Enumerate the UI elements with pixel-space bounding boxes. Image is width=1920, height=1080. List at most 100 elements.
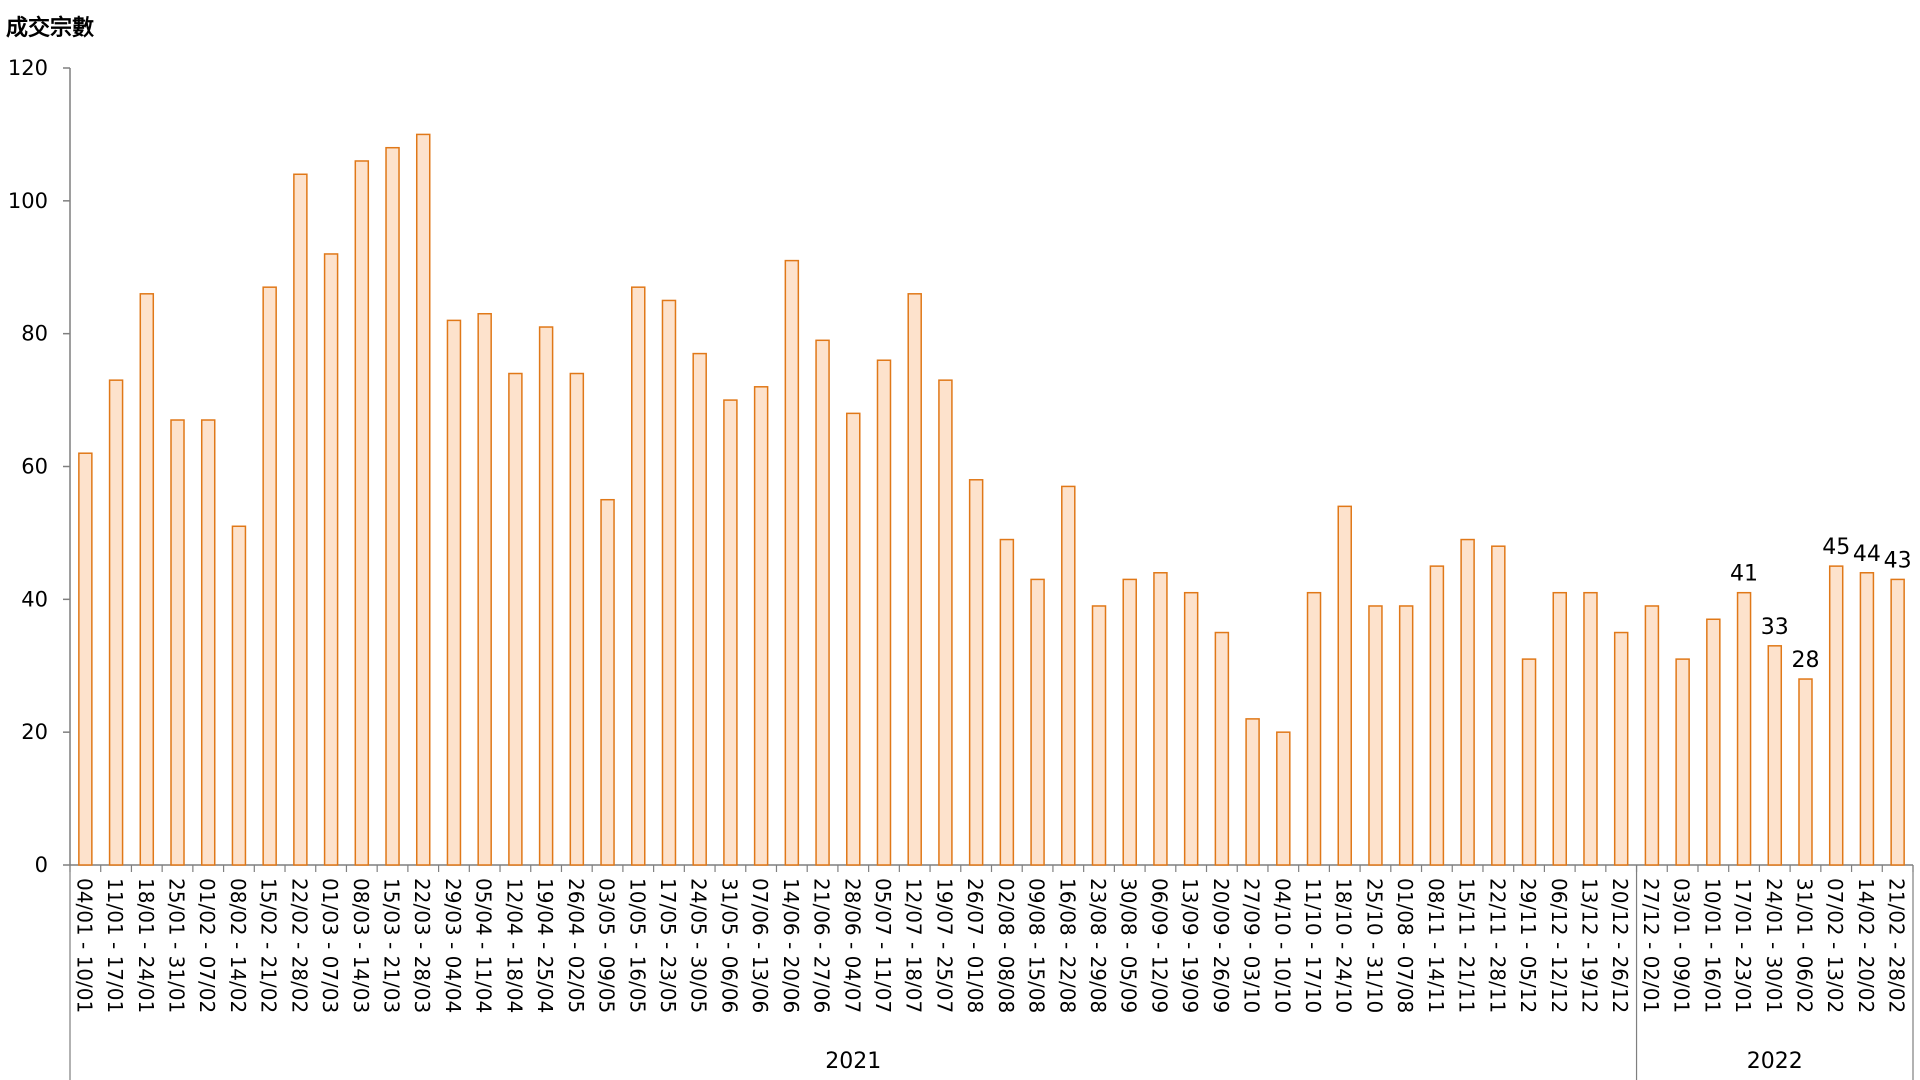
- x-tick-label: 14/06 - 20/06: [779, 878, 803, 1013]
- x-tick-label: 17/05 - 23/05: [656, 878, 680, 1013]
- bar: [385, 146, 400, 866]
- bar: [999, 538, 1015, 866]
- bar: [139, 293, 155, 866]
- data-label: 28: [1791, 648, 1819, 673]
- x-tick-label: 05/07 - 11/07: [871, 878, 895, 1013]
- bar: [1521, 658, 1537, 866]
- bar: [1153, 572, 1168, 866]
- bar: [1583, 591, 1598, 866]
- x-tick-label: 16/08 - 22/08: [1055, 878, 1079, 1013]
- x-tick-label: 26/07 - 01/08: [963, 878, 987, 1013]
- bar: [446, 319, 462, 866]
- x-tick-label: 21/06 - 27/06: [810, 878, 834, 1013]
- bar: [1552, 591, 1568, 866]
- x-tick-label: 14/02 - 20/02: [1854, 878, 1878, 1013]
- bar: [508, 372, 523, 866]
- bar: [108, 379, 124, 866]
- x-tick-label: 04/01 - 10/01: [72, 878, 96, 1013]
- x-tick-label: 03/01 - 09/01: [1670, 878, 1694, 1013]
- bar: [968, 479, 984, 866]
- x-tick-label: 25/10 - 31/10: [1362, 878, 1386, 1013]
- x-tick-label: 07/02 - 13/02: [1823, 878, 1847, 1013]
- x-tick-label: 22/02 - 28/02: [287, 878, 311, 1013]
- bar: [415, 133, 431, 866]
- bar: [1368, 605, 1383, 866]
- x-tick-label: 06/09 - 12/09: [1147, 878, 1171, 1013]
- bar: [1460, 538, 1475, 866]
- y-tick-label: 120: [8, 56, 48, 80]
- bar: [293, 173, 308, 866]
- x-tick-label: 20/09 - 26/09: [1209, 878, 1233, 1013]
- bar: [1306, 591, 1322, 866]
- bar: [1398, 605, 1414, 866]
- x-tick-label: 24/05 - 30/05: [687, 878, 711, 1013]
- bar: [784, 259, 800, 866]
- x-tick-label: 07/06 - 13/06: [748, 878, 772, 1013]
- y-tick-label: 40: [21, 587, 48, 611]
- x-tick-label: 23/08 - 29/08: [1086, 878, 1110, 1013]
- bar: [876, 359, 892, 866]
- y-axis-title: 成交宗數: [6, 16, 95, 41]
- data-label: 44: [1853, 542, 1881, 567]
- x-tick-label: 09/08 - 15/08: [1025, 878, 1049, 1013]
- x-tick-label: 17/01 - 23/01: [1731, 878, 1755, 1013]
- x-tick-label: 10/05 - 16/05: [625, 878, 649, 1013]
- bar: [1091, 605, 1107, 866]
- x-tick-label: 31/01 - 06/02: [1792, 878, 1816, 1013]
- bar: [1245, 718, 1260, 866]
- x-tick-label: 15/02 - 21/02: [257, 878, 281, 1013]
- bar: [661, 299, 677, 866]
- y-tick-label: 60: [21, 455, 48, 479]
- x-tick-label: 31/05 - 06/06: [717, 878, 741, 1013]
- bar: [1859, 572, 1875, 866]
- bar: [600, 498, 615, 866]
- bar: [1706, 618, 1721, 866]
- x-tick-label: 27/09 - 03/10: [1240, 878, 1264, 1013]
- x-tick-label: 15/03 - 21/03: [380, 878, 404, 1013]
- bar: [1214, 631, 1230, 866]
- x-tick-label: 10/01 - 16/01: [1700, 878, 1724, 1013]
- x-tick-label: 06/12 - 12/12: [1547, 878, 1571, 1013]
- bar: [1122, 578, 1137, 866]
- x-tick-label: 26/04 - 02/05: [564, 878, 588, 1013]
- x-tick-label: 01/08 - 07/08: [1393, 878, 1417, 1013]
- data-label: 45: [1822, 535, 1850, 560]
- x-tick-label: 08/02 - 14/02: [226, 878, 250, 1013]
- bar: [1429, 565, 1445, 866]
- bar: [323, 253, 339, 866]
- bar: [1828, 565, 1844, 866]
- bar: [1183, 591, 1199, 866]
- bar: [170, 419, 185, 866]
- x-tick-label: 22/11 - 28/11: [1485, 878, 1509, 1013]
- bar: [631, 286, 646, 866]
- bar: [569, 372, 585, 866]
- x-tick-label: 01/02 - 07/02: [195, 878, 219, 1013]
- x-tick-label: 22/03 - 28/03: [410, 878, 434, 1013]
- x-tick-label: 03/05 - 09/05: [595, 878, 619, 1013]
- x-tick-label: 12/04 - 18/04: [502, 878, 526, 1013]
- bar: [1030, 578, 1045, 866]
- x-tick-label: 18/01 - 24/01: [134, 878, 158, 1013]
- bar: [477, 312, 492, 866]
- x-tick-label: 29/03 - 04/04: [441, 878, 465, 1013]
- x-tick-label: 19/04 - 25/04: [533, 878, 557, 1013]
- x-tick-label: 27/12 - 02/01: [1639, 878, 1663, 1013]
- bar: [938, 379, 953, 866]
- bar: [354, 160, 370, 866]
- bar: [1736, 591, 1752, 866]
- x-tick-label: 18/10 - 24/10: [1332, 878, 1356, 1013]
- x-tick-label: 21/02 - 28/02: [1885, 878, 1909, 1013]
- data-label: 41: [1730, 562, 1758, 587]
- x-tick-label: 11/01 - 17/01: [103, 878, 127, 1013]
- x-tick-label: 13/12 - 19/12: [1577, 878, 1601, 1013]
- x-tick-label: 30/08 - 05/09: [1117, 878, 1141, 1013]
- bar: [1491, 545, 1506, 866]
- x-tick-label: 29/11 - 05/12: [1516, 878, 1540, 1013]
- x-tick-label: 20/12 - 26/12: [1608, 878, 1632, 1013]
- data-label: 33: [1761, 615, 1789, 640]
- bar: [78, 452, 93, 866]
- bar: [846, 412, 861, 866]
- x-tick-label: 28/06 - 04/07: [840, 878, 864, 1013]
- bar: [1767, 645, 1783, 866]
